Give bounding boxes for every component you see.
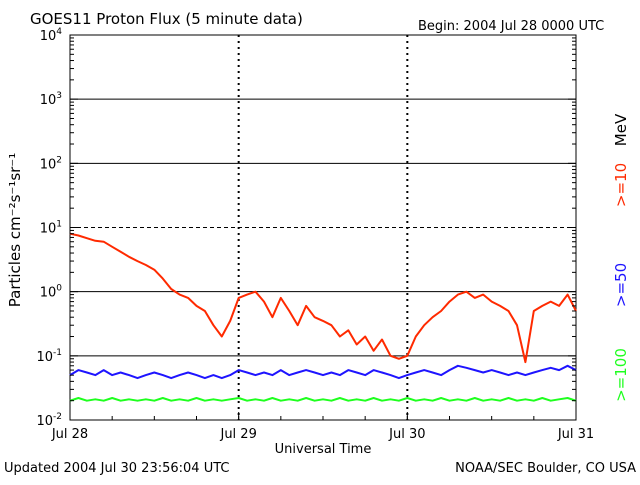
updated-timestamp: Updated 2004 Jul 30 23:56:04 UTC xyxy=(4,461,229,476)
x-tick-label: Jul 29 xyxy=(219,427,256,442)
credit-text: NOAA/SEC Boulder, CO USA xyxy=(455,461,636,476)
x-tick-label: Jul 30 xyxy=(388,427,425,442)
legend-unit-label: MeV xyxy=(612,113,630,146)
legend-entry: >=50 xyxy=(612,263,630,307)
series-lines xyxy=(69,232,577,402)
chart-subtitle: Begin: 2004 Jul 28 0000 UTC xyxy=(418,19,604,34)
y-tick-label: 103 xyxy=(40,91,62,108)
legend: >=10 >=50 >=100 MeV xyxy=(612,113,630,402)
chart-title: GOES11 Proton Flux (5 minute data) xyxy=(30,10,303,28)
y-tick-label: 101 xyxy=(40,220,62,237)
y-tick-label: 102 xyxy=(40,155,62,172)
legend-entry: >=100 xyxy=(612,348,630,402)
y-axis-ticks: 10-2 10-1 100 101 102 103 104 xyxy=(36,27,576,429)
series-line xyxy=(69,397,577,402)
x-axis-label: Universal Time xyxy=(275,442,372,457)
grid-lines xyxy=(70,35,576,420)
x-tick-label: Jul 31 xyxy=(557,427,594,442)
series-line xyxy=(69,364,577,380)
y-tick-label: 10-1 xyxy=(36,348,62,365)
y-axis-label: Particles cm⁻²s⁻¹sr⁻¹ xyxy=(6,153,24,307)
y-tick-label: 10-2 xyxy=(36,412,62,429)
x-tick-label: Jul 28 xyxy=(51,427,88,442)
x-axis-ticks: Jul 28 Jul 29 Jul 30 Jul 31 xyxy=(51,412,594,442)
series-line xyxy=(69,232,577,364)
y-tick-label: 100 xyxy=(40,284,63,301)
legend-entry: >=10 xyxy=(612,163,630,207)
y-tick-label: 104 xyxy=(40,27,63,44)
